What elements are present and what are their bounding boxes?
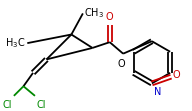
Text: H$_3$C: H$_3$C (5, 36, 25, 50)
Text: O: O (173, 70, 181, 80)
Text: N: N (154, 87, 161, 97)
Text: Cl: Cl (2, 100, 12, 110)
Text: O: O (118, 59, 125, 69)
Text: Cl: Cl (37, 100, 46, 110)
Text: O: O (106, 12, 113, 22)
Text: CH$_3$: CH$_3$ (84, 7, 104, 20)
